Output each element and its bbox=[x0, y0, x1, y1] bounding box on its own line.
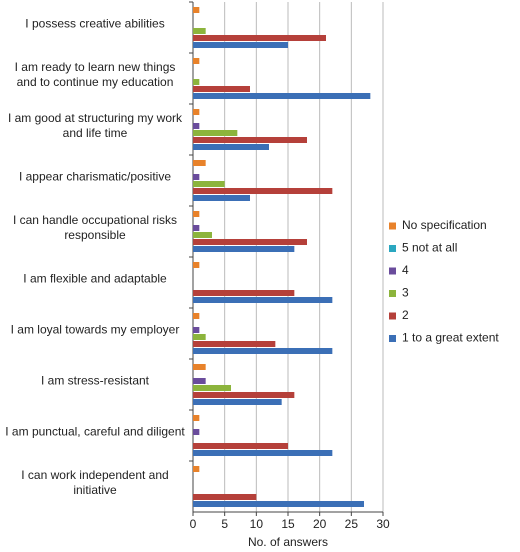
bar bbox=[193, 415, 200, 421]
bar bbox=[193, 348, 333, 354]
bar bbox=[193, 392, 295, 398]
bar bbox=[193, 385, 231, 391]
bar bbox=[193, 211, 200, 217]
bar bbox=[193, 35, 326, 41]
bar bbox=[193, 290, 295, 296]
bar bbox=[193, 262, 200, 268]
bar bbox=[193, 399, 282, 405]
legend-swatch bbox=[389, 267, 396, 275]
bar bbox=[193, 443, 288, 449]
bar bbox=[193, 239, 307, 245]
bar bbox=[193, 79, 200, 85]
y-tick-label: I am ready to learn new things and to co… bbox=[14, 60, 176, 89]
y-tick-label: I am stress-resistant bbox=[40, 373, 150, 388]
bar bbox=[193, 93, 371, 99]
y-tick-label: I am flexible and adaptable bbox=[23, 271, 167, 286]
bar bbox=[193, 364, 206, 370]
bar bbox=[193, 137, 307, 143]
x-tick-label: 0 bbox=[190, 517, 197, 531]
bar bbox=[193, 225, 200, 231]
y-tick-label: I am loyal towards my employer bbox=[10, 322, 180, 337]
bar bbox=[193, 429, 200, 435]
legend-swatch bbox=[389, 335, 396, 342]
y-tick-label: I possess creative abilities bbox=[25, 16, 165, 31]
legend-label: 1 to a great extent bbox=[402, 331, 499, 345]
bar bbox=[193, 42, 288, 48]
bar bbox=[193, 28, 206, 34]
bar bbox=[193, 378, 206, 384]
bar bbox=[193, 341, 276, 347]
bar bbox=[193, 232, 212, 238]
bar bbox=[193, 181, 225, 187]
bar bbox=[193, 86, 250, 92]
bar bbox=[193, 450, 333, 456]
bar bbox=[193, 188, 333, 194]
y-tick-label: I am punctual, careful and diligent bbox=[5, 424, 185, 439]
bar bbox=[193, 130, 238, 136]
bar bbox=[193, 334, 206, 340]
bar bbox=[193, 494, 257, 500]
legend-label: No specification bbox=[402, 218, 487, 232]
y-tick-label: I appear charismatic/positive bbox=[18, 169, 172, 184]
x-tick-label: 10 bbox=[250, 517, 264, 531]
x-tick-label: 25 bbox=[345, 517, 359, 531]
y-tick-label: I can work independent and initiative bbox=[21, 468, 169, 497]
bar bbox=[193, 313, 200, 319]
x-axis-label: No. of answers bbox=[248, 535, 328, 549]
y-tick-label: I can handle occupational risks responsi… bbox=[12, 213, 178, 242]
x-tick-label: 5 bbox=[221, 517, 228, 531]
legend-swatch bbox=[389, 290, 396, 297]
bar bbox=[193, 160, 206, 166]
bar bbox=[193, 466, 200, 472]
legend-swatch bbox=[389, 222, 396, 230]
legend-swatch bbox=[389, 245, 396, 252]
legend-label: 3 bbox=[402, 286, 409, 300]
legend-label: 4 bbox=[402, 263, 409, 277]
y-tick-label: I am good at structuring my work and lif… bbox=[7, 111, 183, 140]
bar bbox=[193, 144, 269, 150]
bar bbox=[193, 58, 200, 64]
bar bbox=[193, 174, 200, 180]
bar bbox=[193, 123, 200, 129]
x-tick-label: 15 bbox=[281, 517, 295, 531]
bar bbox=[193, 501, 364, 507]
legend-label: 2 bbox=[402, 308, 409, 322]
bar bbox=[193, 297, 333, 303]
bar bbox=[193, 7, 200, 13]
bar bbox=[193, 195, 250, 201]
bar bbox=[193, 327, 200, 333]
x-tick-label: 30 bbox=[376, 517, 390, 531]
legend-swatch bbox=[389, 312, 396, 320]
legend-label: 5 not at all bbox=[402, 241, 457, 255]
x-tick-label: 20 bbox=[313, 517, 327, 531]
bar bbox=[193, 246, 295, 252]
bar bbox=[193, 109, 200, 115]
